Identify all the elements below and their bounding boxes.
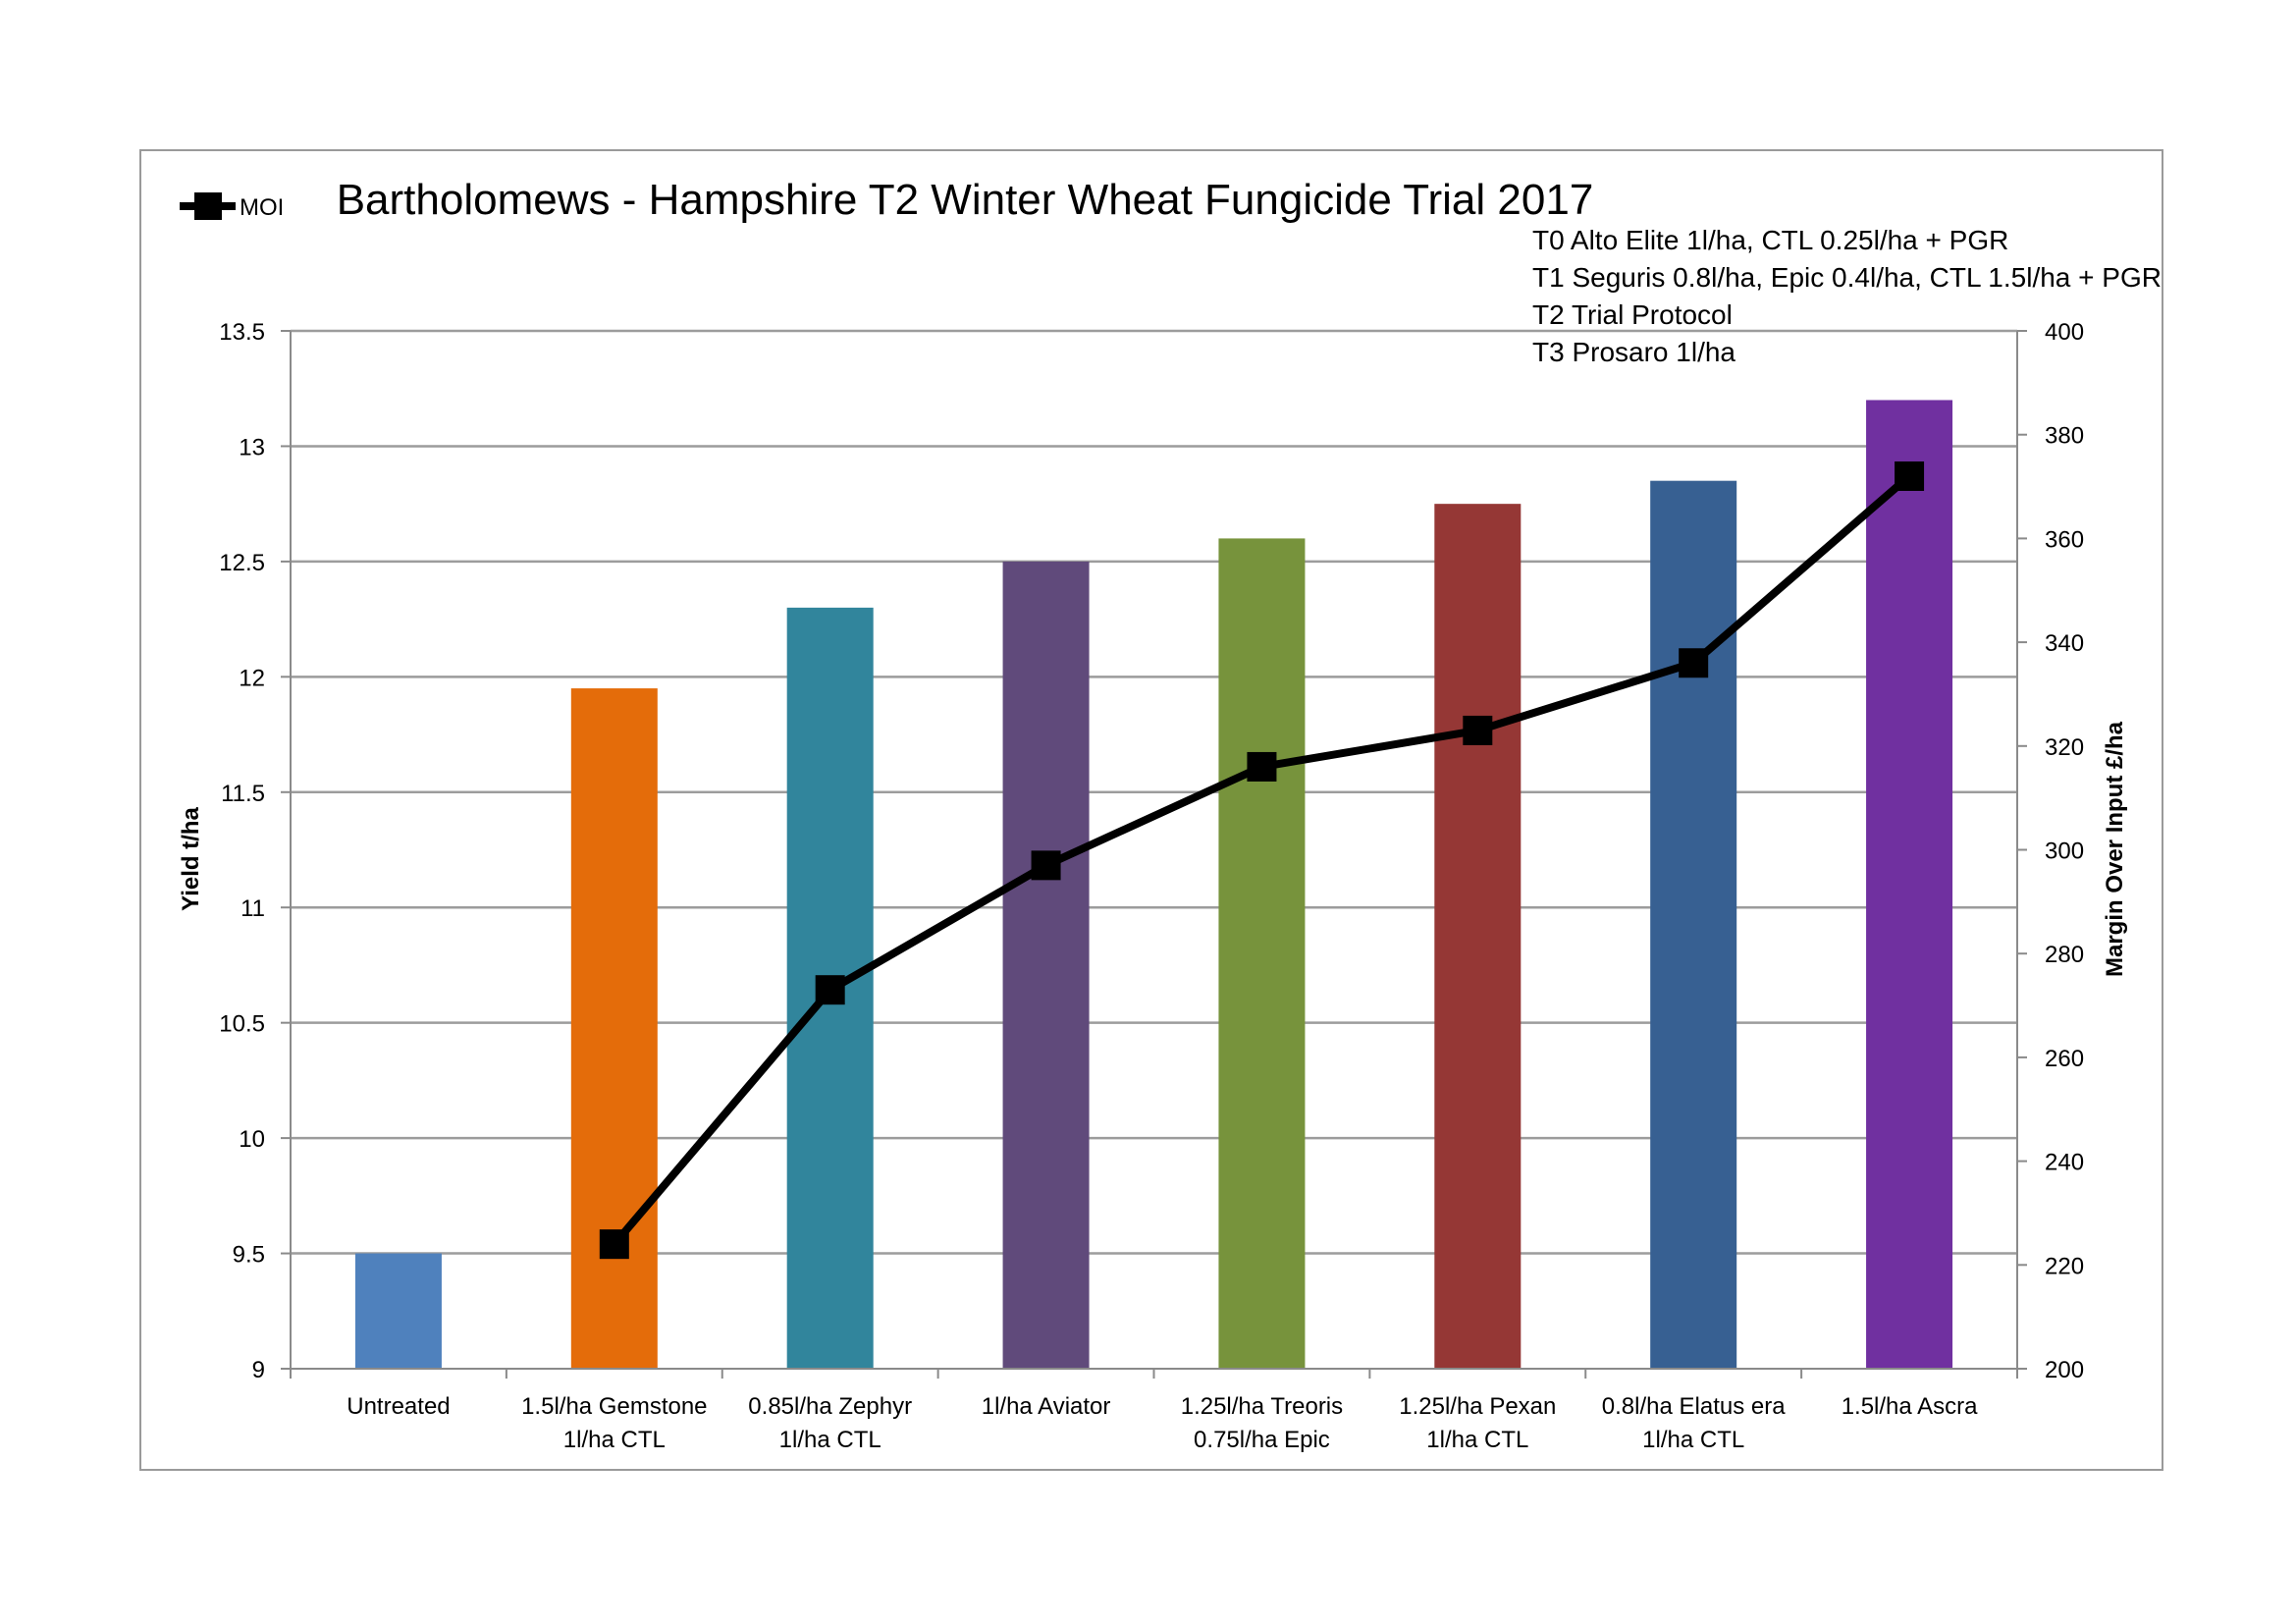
subtitle-line-t2: T2 Trial Protocol	[1532, 299, 1733, 330]
bar	[1650, 480, 1737, 1370]
y2-tick-label: 320	[2045, 734, 2084, 761]
y-tick-label: 10	[239, 1126, 265, 1153]
axes: 9 9.5 10 10.5 11 11.5 12 12.5 13 13.5 200 220 240 260…	[219, 319, 2084, 1453]
subtitle-line-t0: T0 Alto Elite 1l/ha, CTL 0.25l/ha + PGR	[1532, 225, 2008, 255]
legend-label-moi: MOI	[240, 194, 284, 221]
bar	[354, 1253, 442, 1369]
x-tick-label: 1.25l/ha Treoris	[1181, 1393, 1343, 1420]
bar	[570, 688, 658, 1369]
moi-point	[1895, 460, 1925, 491]
y-axis-label: Yield t/ha	[178, 806, 204, 910]
y2-axis-label: Margin Over Input £/ha	[2102, 721, 2128, 977]
bar	[1002, 561, 1090, 1369]
x-tick-label: 1l/ha CTL	[779, 1427, 881, 1453]
moi-line-series	[599, 460, 1925, 1260]
x-tick-label: 1l/ha CTL	[1642, 1427, 1744, 1453]
moi-point	[1031, 850, 1061, 881]
x-tick-label: 0.75l/ha Epic	[1194, 1427, 1330, 1453]
bars	[354, 400, 1953, 1370]
y-tick-label: 13	[239, 434, 265, 460]
x-tick-label: 0.85l/ha Zephyr	[748, 1393, 912, 1420]
y2-tick-label: 280	[2045, 942, 2084, 968]
y2-tick-label: 360	[2045, 526, 2084, 553]
y-tick-label: 10.5	[219, 1011, 265, 1038]
chart-title: Bartholomews - Hampshire T2 Winter Wheat…	[337, 176, 1594, 224]
y2-tick-label: 380	[2045, 423, 2084, 450]
y2-tick-label: 300	[2045, 839, 2084, 865]
y2-tick-label: 340	[2045, 630, 2084, 657]
x-tick-label: 1.25l/ha Pexan	[1399, 1393, 1556, 1420]
subtitle-line-t3: T3 Prosaro 1l/ha	[1532, 337, 1735, 367]
x-tick-label: 1l/ha CTL	[563, 1427, 666, 1453]
legend-square-marker	[194, 192, 222, 220]
subtitle-line-t1: T1 Seguris 0.8l/ha, Epic 0.4l/ha, CTL 1.…	[1532, 262, 2162, 293]
x-tick-label: 1.5l/ha Ascra	[1842, 1393, 1978, 1420]
x-tick-label: 0.8l/ha Elatus era	[1602, 1393, 1786, 1420]
y-tick-label: 12	[239, 665, 265, 691]
y2-tick-label: 260	[2045, 1046, 2084, 1072]
y2-tick-label: 200	[2045, 1357, 2084, 1383]
grid-lines	[291, 329, 2017, 1255]
moi-point	[815, 975, 845, 1005]
y2-tick-label: 240	[2045, 1150, 2084, 1176]
legend: MOI	[180, 192, 284, 221]
moi-point	[1247, 751, 1277, 782]
chart-text: Bartholomews - Hampshire T2 Winter Wheat…	[178, 176, 2162, 977]
bar	[1866, 400, 1953, 1369]
moi-point	[599, 1229, 629, 1260]
y-tick-label: 11	[240, 895, 265, 922]
y-tick-label: 9.5	[233, 1242, 265, 1269]
y-tick-label: 13.5	[219, 319, 265, 346]
bar	[1434, 504, 1522, 1369]
x-tick-label: 1.5l/ha Gemstone	[521, 1393, 707, 1420]
chart-frame	[139, 149, 2163, 1471]
y-tick-label: 9	[252, 1357, 265, 1383]
bar	[1218, 538, 1306, 1369]
y-tick-label: 12.5	[219, 550, 265, 576]
x-tick-label: Untreated	[347, 1393, 450, 1420]
x-tick-label: 1l/ha Aviator	[982, 1393, 1111, 1420]
y-tick-label: 11.5	[221, 781, 265, 807]
moi-point	[1463, 715, 1493, 745]
x-tick-label: 1l/ha CTL	[1426, 1427, 1528, 1453]
y2-tick-label: 400	[2045, 319, 2084, 346]
y2-tick-label: 220	[2045, 1253, 2084, 1279]
moi-point	[1679, 648, 1709, 678]
